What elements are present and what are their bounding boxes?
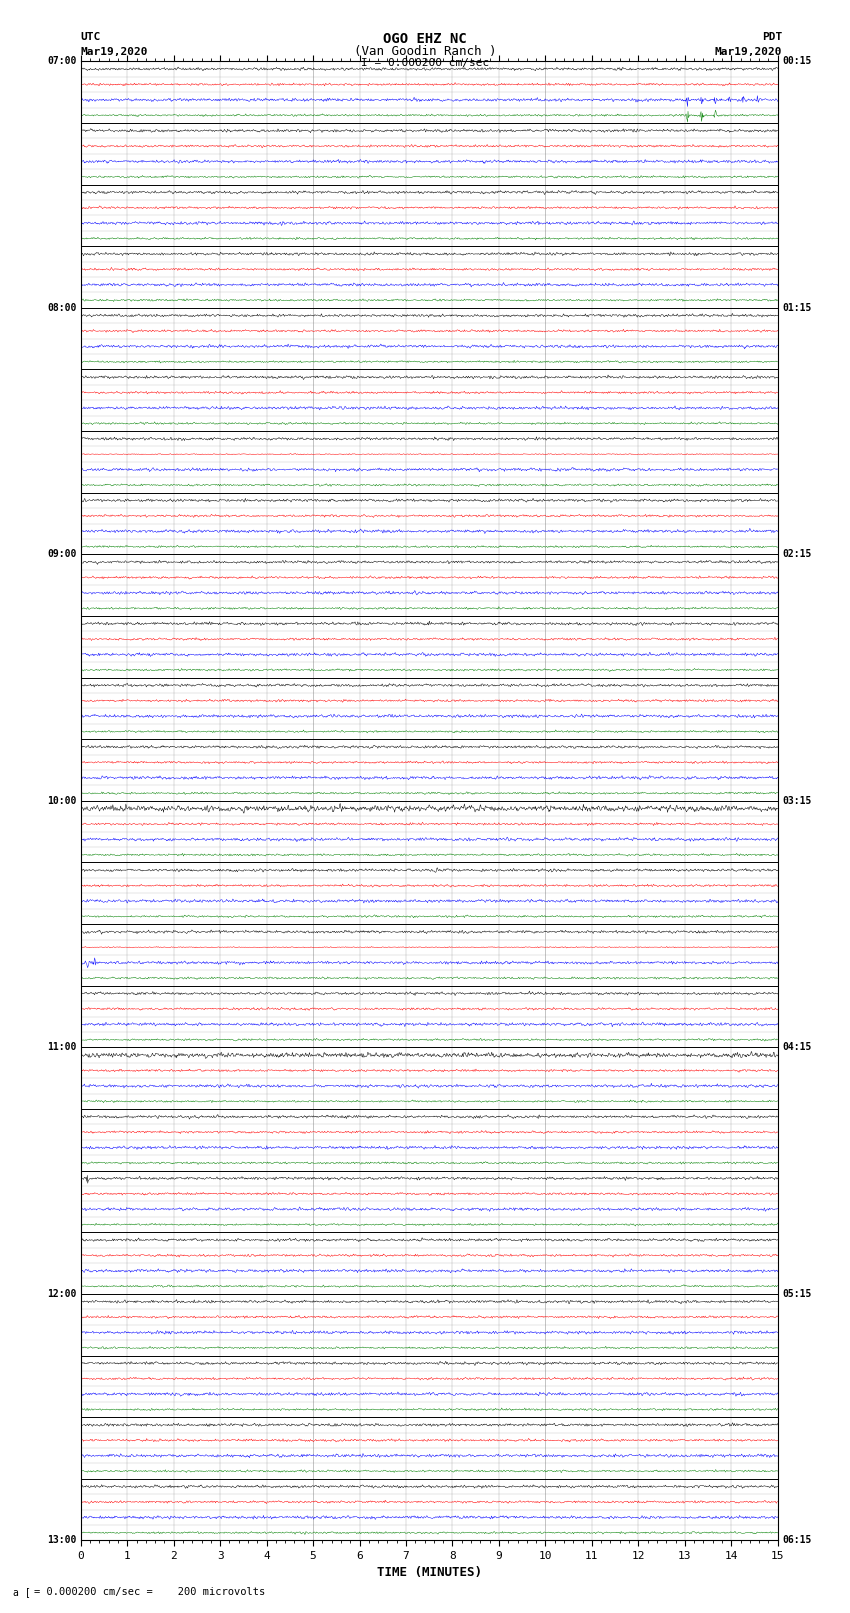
- Text: (Van Goodin Ranch ): (Van Goodin Ranch ): [354, 45, 496, 58]
- Text: 10:00: 10:00: [47, 795, 76, 806]
- Text: 03:15: 03:15: [782, 795, 812, 806]
- Text: 01:15: 01:15: [782, 303, 812, 313]
- Text: OGO EHZ NC: OGO EHZ NC: [383, 32, 467, 47]
- Text: 13:00: 13:00: [47, 1536, 76, 1545]
- Text: 02:15: 02:15: [782, 550, 812, 560]
- Text: 11:00: 11:00: [47, 1042, 76, 1052]
- Text: Mar19,2020: Mar19,2020: [81, 47, 148, 56]
- Text: 07:00: 07:00: [47, 56, 76, 66]
- Text: 08:00: 08:00: [47, 303, 76, 313]
- Text: = 0.000200 cm/sec =    200 microvolts: = 0.000200 cm/sec = 200 microvolts: [34, 1587, 265, 1597]
- Text: a [: a [: [13, 1587, 31, 1597]
- Text: 12:00: 12:00: [47, 1289, 76, 1298]
- Text: Mar19,2020: Mar19,2020: [715, 47, 782, 56]
- Text: PDT: PDT: [762, 32, 782, 42]
- Text: I = 0.000200 cm/sec: I = 0.000200 cm/sec: [361, 58, 489, 68]
- Text: 00:15: 00:15: [782, 56, 812, 66]
- Text: 04:15: 04:15: [782, 1042, 812, 1052]
- Text: UTC: UTC: [81, 32, 101, 42]
- Text: 05:15: 05:15: [782, 1289, 812, 1298]
- X-axis label: TIME (MINUTES): TIME (MINUTES): [377, 1566, 482, 1579]
- Text: 09:00: 09:00: [47, 550, 76, 560]
- Text: 06:15: 06:15: [782, 1536, 812, 1545]
